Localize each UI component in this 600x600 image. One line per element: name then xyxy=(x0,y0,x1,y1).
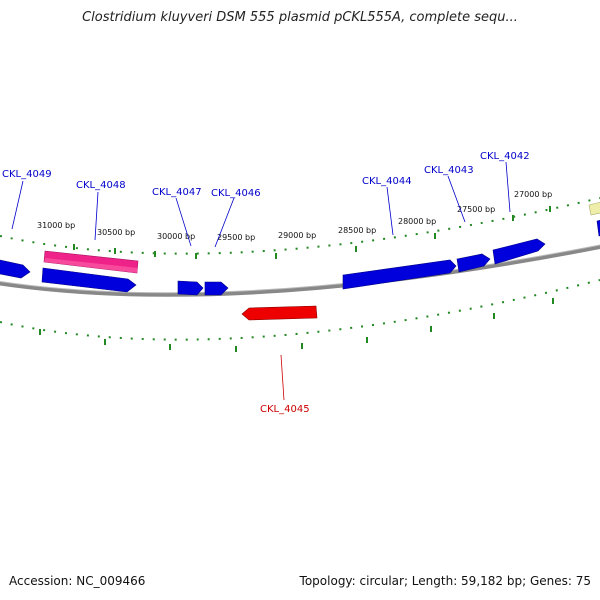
map-title: Clostridium kluyveri DSM 555 plasmid pCK… xyxy=(82,10,518,25)
scale-label-28000: 28000 bp xyxy=(398,217,436,226)
gene-arrow-ckl4048[interactable] xyxy=(41,267,137,293)
gene-label-ckl4044: CKL_4044 xyxy=(362,176,412,187)
gene-arrow-ckl4045[interactable] xyxy=(241,305,318,321)
gene-arrow-ckl4043[interactable] xyxy=(456,253,491,273)
scale-label-31000: 31000 bp xyxy=(37,221,75,230)
feature-highlight-pink-shade xyxy=(44,258,138,273)
gene-label-ckl4049: CKL_4049 xyxy=(2,169,52,180)
gene-label-leaders xyxy=(11,161,511,401)
scale-label-27500: 27500 bp xyxy=(457,205,495,214)
gene-arrow-ckl4047[interactable] xyxy=(177,280,204,296)
gene-label-ckl4048: CKL_4048 xyxy=(76,180,126,191)
gene-label-ckl4046: CKL_4046 xyxy=(211,188,261,199)
scale-label-30000: 30000 bp xyxy=(157,232,195,241)
gene-arrow-edge[interactable] xyxy=(596,219,600,237)
gene-arrow-ckl4044[interactable] xyxy=(342,259,457,290)
scale-label-27000: 27000 bp xyxy=(514,190,552,199)
topology-summary: Topology: circular; Length: 59,182 bp; G… xyxy=(299,574,591,588)
outer-tick-ring xyxy=(0,197,600,255)
scale-label-28500: 28500 bp xyxy=(338,226,376,235)
gene-label-ckl4047: CKL_4047 xyxy=(152,187,202,198)
plasmid-backbone xyxy=(0,244,600,297)
plasmid-backbone-highlight xyxy=(0,244,600,294)
gene-label-ckl4042: CKL_4042 xyxy=(480,151,530,162)
feature-highlight-yellow[interactable] xyxy=(588,201,600,216)
gene-arrow-ckl4049[interactable] xyxy=(0,259,31,279)
scale-label-29500: 29500 bp xyxy=(217,233,255,242)
forward-genes xyxy=(0,219,600,296)
scale-label-30500: 30500 bp xyxy=(97,228,135,237)
gene-arrow-ckl4042[interactable] xyxy=(492,238,546,265)
outer-major-ticks xyxy=(73,206,551,259)
scale-label-29000: 29000 bp xyxy=(278,231,316,240)
gene-label-ckl4045: CKL_4045 xyxy=(260,404,310,415)
gene-label-ckl4043: CKL_4043 xyxy=(424,165,474,176)
inner-major-ticks xyxy=(39,298,554,352)
accession-text: Accession: NC_009466 xyxy=(9,574,146,588)
gene-arrow-ckl4046[interactable] xyxy=(204,281,229,296)
